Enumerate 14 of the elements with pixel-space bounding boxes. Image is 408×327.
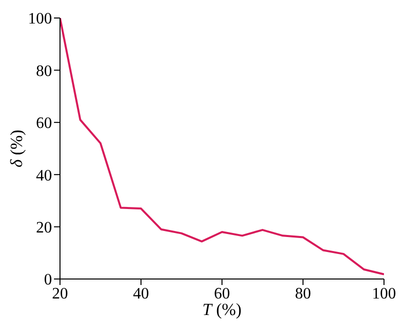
y-axis-title: δ (%)	[7, 130, 26, 168]
y-tick-label: 80	[36, 62, 52, 80]
y-tick-label: 0	[44, 272, 52, 289]
line-series	[60, 18, 384, 276]
y-tick-label: 40	[36, 167, 52, 184]
x-tick-label: 40	[133, 285, 149, 302]
y-tick-label: 60	[36, 115, 52, 132]
x-tick-label: 60	[214, 285, 230, 302]
x-tick-label: 20	[52, 285, 68, 302]
x-axis-title: T (%)	[202, 300, 242, 319]
x-tick-label: 80	[295, 285, 311, 302]
y-tick-label: 20	[36, 219, 52, 236]
x-tick-label: 100	[372, 285, 396, 302]
y-tick-label: 100	[28, 10, 52, 28]
